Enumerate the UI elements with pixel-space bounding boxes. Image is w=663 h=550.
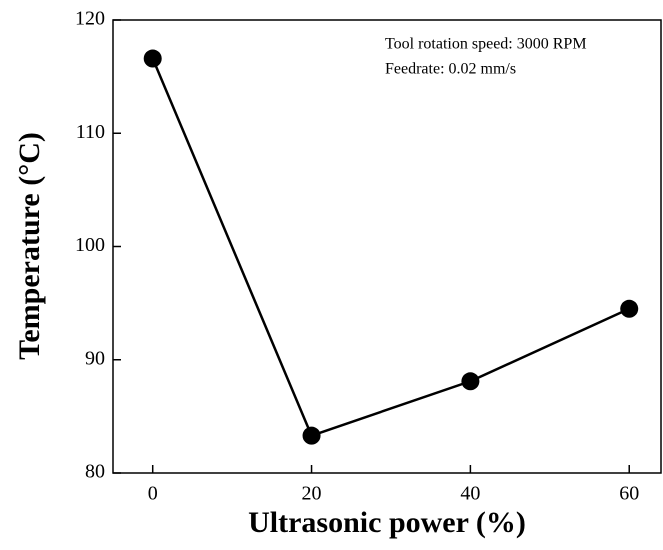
y-tick-label: 80	[85, 461, 105, 483]
y-tick-label: 100	[75, 234, 105, 256]
annotation: Feedrate: 0.02 mm/s	[385, 61, 516, 78]
y-tick-label: 110	[76, 121, 105, 143]
x-axis-label: Ultrasonic power (%)	[248, 506, 526, 539]
data-point	[143, 49, 162, 68]
y-axis-label: Temperature (°C)	[13, 132, 46, 360]
data-point	[461, 372, 480, 391]
y-tick-label: 120	[75, 8, 105, 30]
x-tick-label: 0	[148, 483, 158, 505]
data-point	[302, 426, 321, 445]
data-point	[620, 299, 639, 318]
y-tick-label: 90	[85, 347, 105, 369]
x-tick-label: 60	[619, 483, 639, 505]
annotation: Tool rotation speed: 3000 RPM	[385, 36, 587, 53]
data-line	[151, 58, 630, 438]
x-tick-label: 40	[460, 483, 480, 505]
plot-frame	[112, 19, 662, 474]
x-tick-label: 20	[302, 483, 322, 505]
